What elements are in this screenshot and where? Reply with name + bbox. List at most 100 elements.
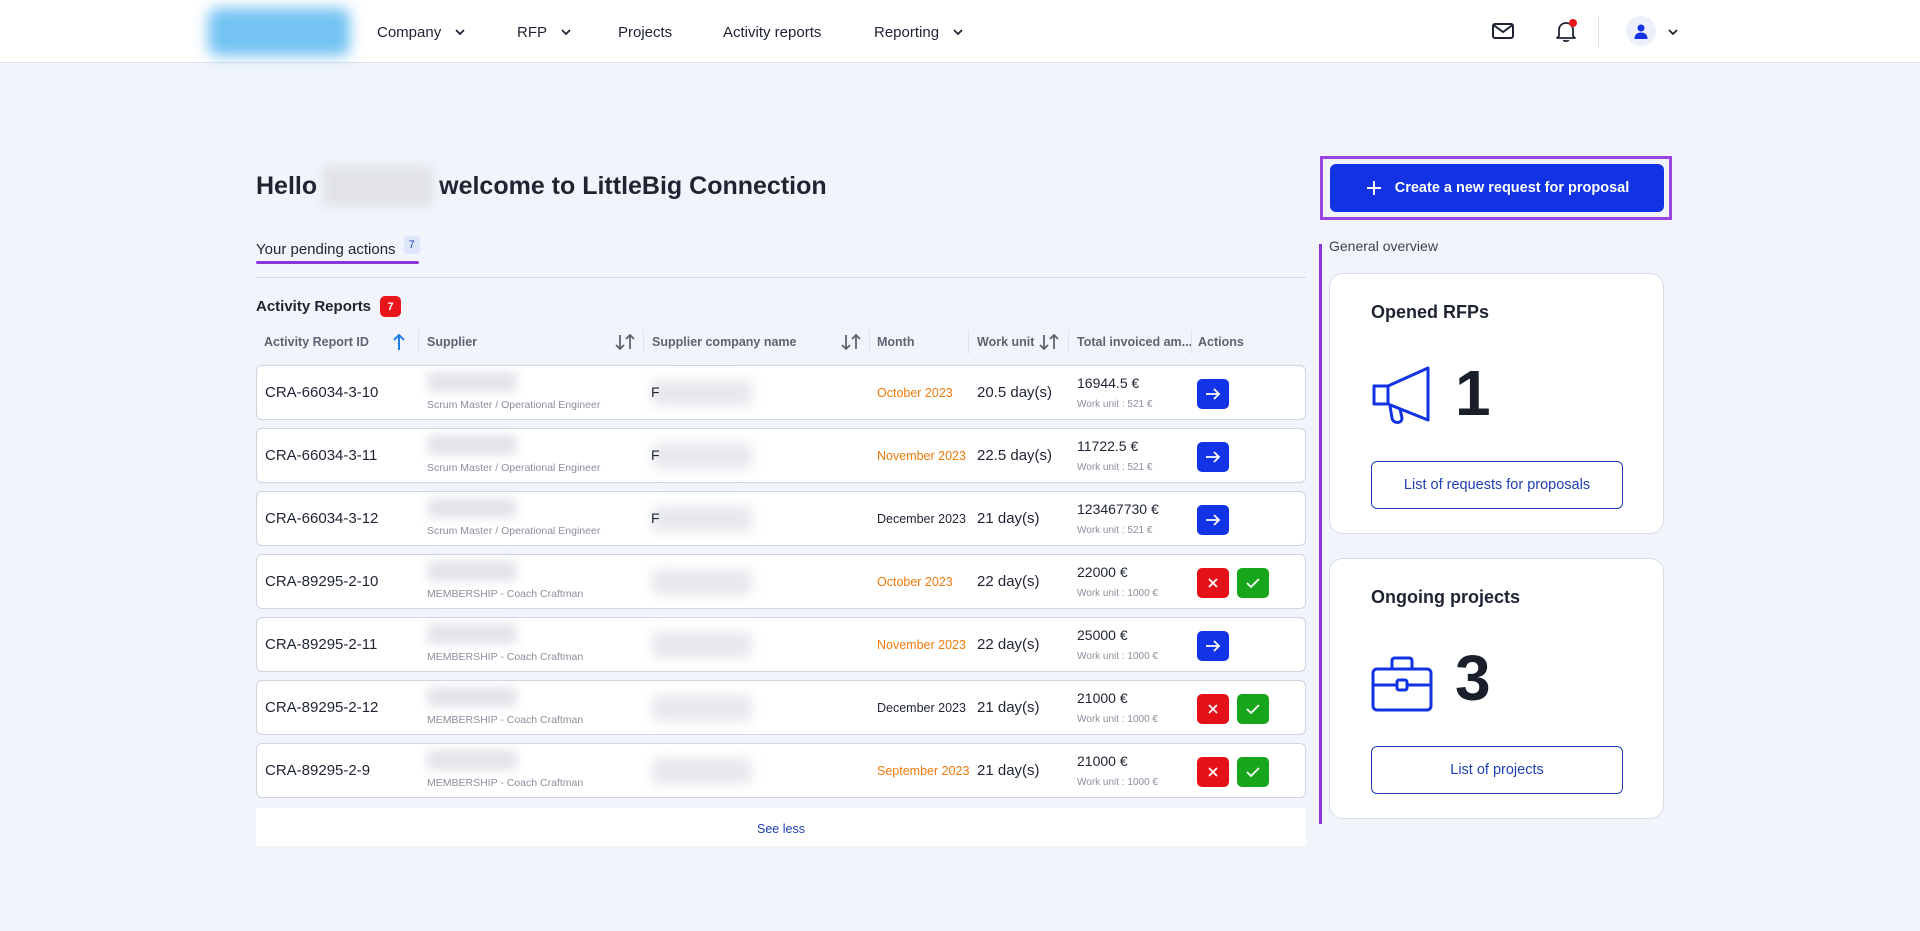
work-unit-rate: Work unit : 1000 € <box>1077 651 1158 662</box>
reject-report-button[interactable] <box>1197 694 1229 724</box>
supplier-name-redacted <box>427 372 517 392</box>
overview-accent-line <box>1319 244 1322 824</box>
supplier-role: MEMBERSHIP - Coach Craftman <box>427 651 584 663</box>
total-invoiced-amount: 16944.5 € <box>1077 375 1140 391</box>
column-header-id[interactable]: Activity Report ID <box>264 335 369 349</box>
table-row[interactable]: CRA-66034-3-12 Scrum Master / Operational… <box>256 491 1306 546</box>
total-invoiced-amount: 123467730 € <box>1077 501 1159 517</box>
nav-projects[interactable]: Projects <box>618 20 672 44</box>
table-row[interactable]: CRA-89295-2-10 MEMBERSHIP - Coach Craftma… <box>256 554 1306 609</box>
work-unit-rate: Work unit : 1000 € <box>1077 714 1158 725</box>
work-unit-rate: Work unit : 1000 € <box>1077 777 1158 788</box>
nav-rfp[interactable]: RFP <box>517 20 573 44</box>
activity-report-id: CRA-66034-3-10 <box>265 384 379 401</box>
checkmark-icon <box>1245 702 1261 716</box>
sort-icon[interactable] <box>614 331 636 353</box>
activity-report-id: CRA-66034-3-11 <box>265 447 378 464</box>
active-tab-indicator <box>256 261 419 264</box>
approve-report-button[interactable] <box>1237 694 1269 724</box>
nav-reporting[interactable]: Reporting <box>874 20 965 44</box>
greeting-prefix: Hello <box>256 171 318 200</box>
column-header-supplier[interactable]: Supplier <box>427 335 478 349</box>
reject-report-button[interactable] <box>1197 568 1229 598</box>
column-header-total-invoiced[interactable]: Total invoiced am... <box>1077 335 1191 349</box>
supplier-name-redacted <box>427 624 517 644</box>
user-menu-chevron-icon[interactable] <box>1666 25 1680 39</box>
close-icon <box>1206 576 1220 590</box>
supplier-company-redacted <box>652 758 752 784</box>
create-rfp-button[interactable]: Create a new request for proposal <box>1330 164 1664 212</box>
table-row[interactable]: CRA-89295-2-9 MEMBERSHIP - Coach Craftman… <box>256 743 1306 798</box>
list-rfps-button[interactable]: List of requests for proposals <box>1371 461 1623 509</box>
tab-pending-actions-label: Your pending actions <box>256 240 396 258</box>
megaphone-icon <box>1372 366 1430 424</box>
arrow-right-icon <box>1205 387 1221 401</box>
sort-icon[interactable] <box>1038 331 1060 353</box>
nav-rfp-label: RFP <box>517 23 547 41</box>
sort-icon[interactable] <box>840 331 862 353</box>
supplier-role: MEMBERSHIP - Coach Craftman <box>427 777 584 789</box>
nav-activity-reports-label: Activity reports <box>723 23 822 41</box>
column-separator <box>869 330 870 354</box>
approve-report-button[interactable] <box>1237 757 1269 787</box>
checkmark-icon <box>1245 765 1261 779</box>
open-report-button[interactable] <box>1197 505 1229 535</box>
top-navbar: Company RFP Projects Activity reports Re… <box>0 0 1920 63</box>
list-projects-button[interactable]: List of projects <box>1371 746 1623 794</box>
nav-activity-reports[interactable]: Activity reports <box>723 20 821 44</box>
supplier-role: Scrum Master / Operational Engineer <box>427 525 601 537</box>
notification-bell-icon[interactable] <box>1553 18 1579 44</box>
checkmark-icon <box>1245 576 1261 590</box>
company-logo[interactable] <box>208 8 350 56</box>
user-avatar[interactable] <box>1626 16 1656 46</box>
nav-reporting-label: Reporting <box>874 23 940 41</box>
supplier-company-redacted <box>652 695 752 721</box>
column-header-supplier-company[interactable]: Supplier company name <box>652 335 797 349</box>
tabs-divider <box>256 277 1306 278</box>
work-unit-rate: Work unit : 521 € <box>1077 462 1153 473</box>
column-header-month[interactable]: Month <box>877 335 915 349</box>
activity-report-id: CRA-89295-2-12 <box>265 699 379 716</box>
create-rfp-button-label: Create a new request for proposal <box>1394 180 1630 196</box>
briefcase-icon <box>1371 656 1433 712</box>
arrow-right-icon <box>1205 513 1221 527</box>
table-row[interactable]: CRA-66034-3-11 Scrum Master / Operational… <box>256 428 1306 483</box>
ongoing-projects-title: Ongoing projects <box>1371 587 1521 607</box>
supplier-name-redacted <box>427 435 517 455</box>
open-report-button[interactable] <box>1197 379 1229 409</box>
table-row[interactable]: CRA-89295-2-12 MEMBERSHIP - Coach Craftma… <box>256 680 1306 735</box>
table-row[interactable]: CRA-89295-2-11 MEMBERSHIP - Coach Craftma… <box>256 617 1306 672</box>
work-unit-value: 20.5 day(s) <box>977 384 1053 401</box>
supplier-role: MEMBERSHIP - Coach Craftman <box>427 588 584 600</box>
total-invoiced-amount: 21000 € <box>1077 753 1128 769</box>
cta-highlight-frame <box>1320 156 1672 220</box>
supplier-role: MEMBERSHIP - Coach Craftman <box>427 714 584 726</box>
report-month: October 2023 <box>877 386 953 400</box>
tab-pending-actions[interactable]: Your pending actions 7 <box>256 236 420 258</box>
close-icon <box>1206 765 1220 779</box>
column-separator <box>1191 330 1192 354</box>
work-unit-value: 22 day(s) <box>977 573 1040 590</box>
work-unit-value: 22.5 day(s) <box>977 447 1053 464</box>
open-report-button[interactable] <box>1197 631 1229 661</box>
approve-report-button[interactable] <box>1237 568 1269 598</box>
tab-pending-count-badge: 7 <box>403 236 420 254</box>
ongoing-projects-count: 3 <box>1455 642 1491 714</box>
column-header-work-unit[interactable]: Work unit <box>977 335 1035 349</box>
total-invoiced-amount: 21000 € <box>1077 690 1128 706</box>
mail-icon[interactable] <box>1490 18 1516 44</box>
nav-company[interactable]: Company <box>377 20 467 44</box>
arrow-right-icon <box>1205 450 1221 464</box>
column-separator <box>418 330 419 354</box>
open-report-button[interactable] <box>1197 442 1229 472</box>
activity-reports-heading: Activity Reports 7 <box>256 296 402 317</box>
table-row[interactable]: CRA-66034-3-10 Scrum Master / Operational… <box>256 365 1306 420</box>
supplier-company-redacted <box>652 632 752 658</box>
user-icon <box>1634 24 1648 39</box>
navbar-divider <box>1598 16 1599 47</box>
see-less-link[interactable]: See less <box>757 822 805 836</box>
sort-ascending-icon[interactable] <box>388 331 410 353</box>
notification-dot <box>1569 19 1577 27</box>
reject-report-button[interactable] <box>1197 757 1229 787</box>
supplier-name-redacted <box>427 561 517 581</box>
